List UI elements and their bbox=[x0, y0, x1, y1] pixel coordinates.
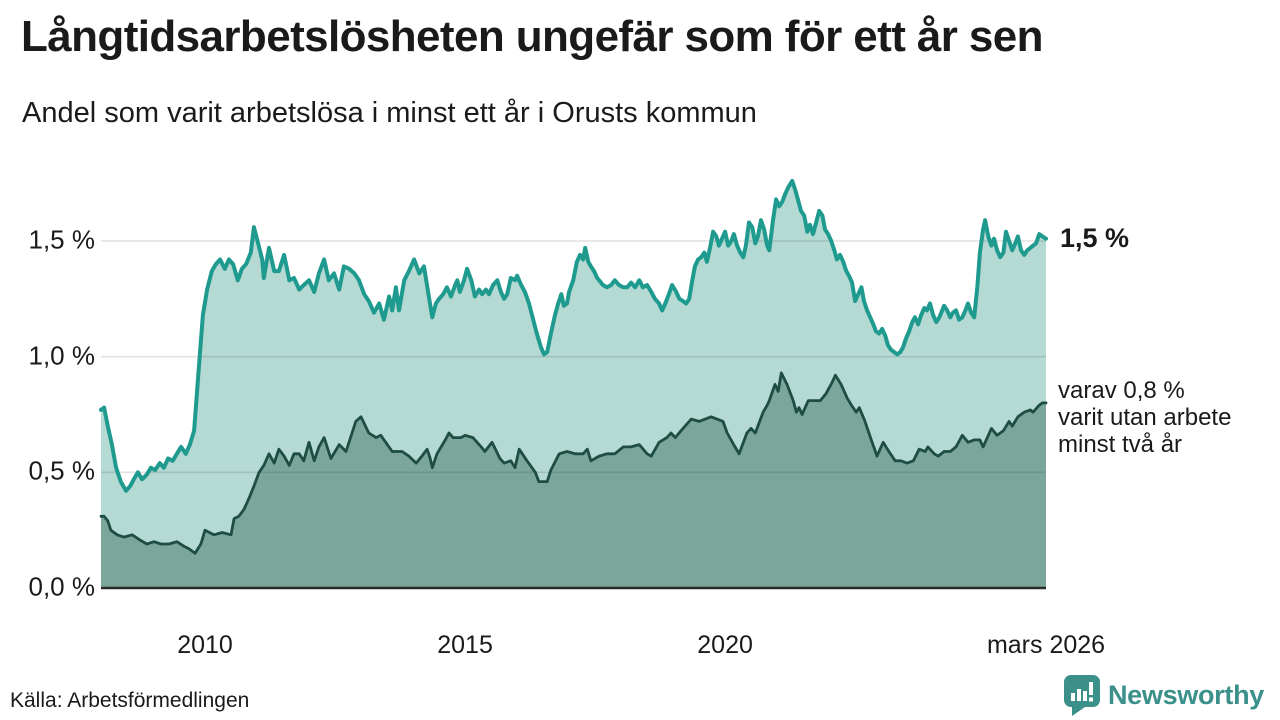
y-tick-label: 1,5 % bbox=[28, 224, 96, 255]
two-year-annotation-line1: varav 0,8 % bbox=[1058, 377, 1185, 404]
page-subtitle: Andel som varit arbetslösa i minst ett å… bbox=[22, 97, 757, 129]
two-year-area bbox=[101, 372, 1046, 588]
newsworthy-logo: Newsworthy bbox=[1063, 674, 1264, 716]
newsworthy-logo-text: Newsworthy bbox=[1107, 679, 1264, 710]
two-year-annotation: varav 0,8 % varit utan arbete minst två … bbox=[1058, 377, 1231, 458]
x-tick-label: 2020 bbox=[697, 631, 753, 659]
y-tick-label: 0,0 % bbox=[28, 571, 96, 602]
two-year-line bbox=[99, 371, 1048, 555]
source-note: Källa: Arbetsförmedlingen bbox=[10, 689, 250, 712]
x-tick-label: 2010 bbox=[177, 631, 233, 659]
y-tick-label: 1,0 % bbox=[28, 339, 96, 370]
two-year-annotation-line2: varit utan arbete bbox=[1058, 404, 1232, 431]
two-year-annotation-line3: minst två år bbox=[1058, 431, 1183, 458]
newsworthy-logo-icon bbox=[1063, 674, 1101, 716]
y-tick-label: 0,5 % bbox=[28, 455, 96, 486]
latest-value-label: 1,5 % bbox=[1058, 222, 1130, 254]
page-title: Långtidsarbetslösheten ungefär som för e… bbox=[21, 12, 1044, 61]
total-line bbox=[99, 178, 1048, 493]
x-tick-label: 2015 bbox=[437, 631, 493, 659]
x-tick-label: mars 2026 bbox=[986, 631, 1106, 659]
